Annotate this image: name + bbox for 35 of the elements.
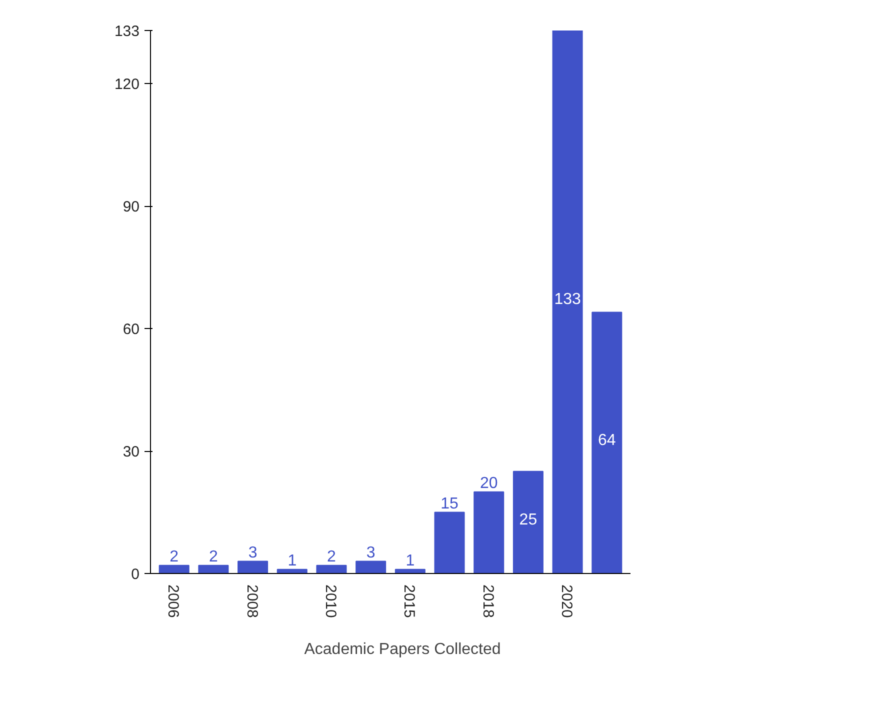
- bar: [198, 564, 229, 574]
- bar: [356, 560, 386, 574]
- data-label: 1: [288, 552, 297, 570]
- data-label: 133: [554, 291, 581, 308]
- data-label: 15: [440, 495, 459, 512]
- bar: [316, 564, 347, 574]
- data-label: 2: [327, 548, 336, 566]
- y-tick-label: 30: [122, 444, 140, 461]
- data-label: 1: [406, 552, 415, 570]
- text: Academic Papers Collected: [304, 641, 501, 659]
- bar: [552, 30, 583, 574]
- data-label: 20: [480, 474, 498, 492]
- y-tick-label: 0: [131, 566, 140, 583]
- data-label: 64: [598, 432, 616, 449]
- x-tick-label: 2010: [322, 584, 339, 618]
- bar: [474, 491, 504, 574]
- data-label: 25: [519, 511, 538, 528]
- bar: [434, 512, 465, 574]
- x-tick-label: 2008: [243, 584, 260, 618]
- x-tick-label: 2015: [400, 584, 418, 618]
- y-tick-label: 133: [114, 23, 140, 40]
- y-tick-label: 120: [114, 76, 140, 94]
- y-tick-label: 60: [122, 321, 140, 338]
- x-tick-label: 2020: [558, 584, 576, 618]
- bar: [238, 560, 268, 574]
- data-label: 3: [366, 544, 376, 562]
- bar: [158, 564, 190, 574]
- data-label: 3: [248, 544, 258, 562]
- bar: [592, 312, 622, 574]
- x-tick-label: 2006: [164, 584, 182, 618]
- x-tick-label: 2018: [479, 584, 496, 618]
- bar: [512, 470, 544, 574]
- y-tick-label: 90: [122, 198, 140, 216]
- data-label: 2: [170, 548, 179, 566]
- data-label: 2: [209, 548, 218, 566]
